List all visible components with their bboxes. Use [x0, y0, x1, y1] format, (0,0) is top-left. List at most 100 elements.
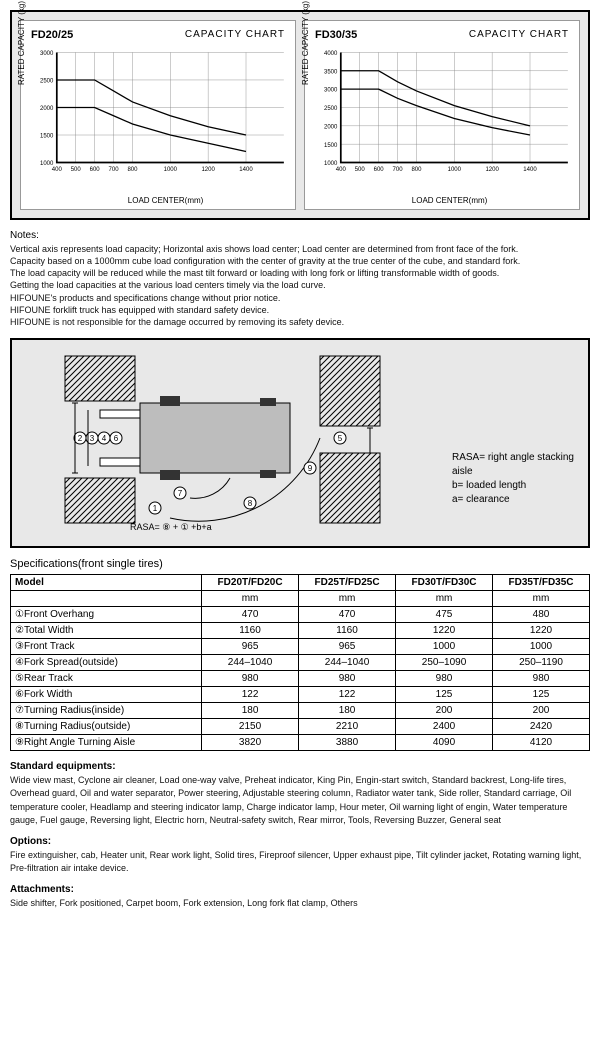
svg-text:6: 6 [114, 434, 119, 443]
chart-left-subtitle: CAPACITY CHART [185, 29, 285, 40]
spec-unit-3: mm [493, 590, 590, 606]
svg-text:800: 800 [411, 167, 422, 173]
table-row: ⑦Turning Radius(inside)180180200200 [11, 702, 590, 718]
svg-text:700: 700 [109, 167, 120, 173]
svg-text:600: 600 [374, 167, 385, 173]
diagram-svg: 234657189RASA= ⑧ + ① +b+a [20, 348, 580, 538]
svg-text:1500: 1500 [40, 134, 54, 140]
svg-text:400: 400 [52, 167, 63, 173]
svg-text:1000: 1000 [40, 161, 54, 167]
row-value: 1220 [396, 622, 493, 638]
diagram-container: 234657189RASA= ⑧ + ① +b+a RASA= right an… [10, 338, 590, 548]
svg-text:7: 7 [178, 489, 183, 498]
row-value: 965 [299, 638, 396, 654]
spec-unit-label [11, 590, 202, 606]
svg-text:1400: 1400 [523, 167, 537, 173]
spec-col-0: FD20T/FD20C [202, 574, 299, 590]
svg-text:4: 4 [102, 434, 107, 443]
svg-text:500: 500 [71, 167, 82, 173]
row-label: ⑤Rear Track [11, 670, 202, 686]
row-value: 122 [202, 686, 299, 702]
spec-unit-0: mm [202, 590, 299, 606]
legend-line-3: a= clearance [452, 493, 574, 507]
row-value: 244–1040 [202, 654, 299, 670]
svg-text:3000: 3000 [324, 88, 338, 94]
svg-text:500: 500 [355, 167, 366, 173]
table-row: ①Front Overhang470470475480 [11, 606, 590, 622]
svg-text:3: 3 [90, 434, 95, 443]
notes-line: Vertical axis represents load capacity; … [10, 243, 590, 255]
chart-right-xlabel: LOAD CENTER(mm) [412, 196, 488, 205]
notes-line: The load capacity will be reduced while … [10, 267, 590, 279]
svg-text:3000: 3000 [40, 51, 54, 57]
svg-text:RASA= ⑧ + ① +b+a: RASA= ⑧ + ① +b+a [130, 522, 212, 532]
spec-model-label: Model [11, 574, 202, 590]
charts-container: FD20/25 CAPACITY CHART RATED CAPACITY (k… [10, 10, 590, 220]
svg-text:8: 8 [248, 499, 253, 508]
notes-body: Vertical axis represents load capacity; … [10, 243, 590, 328]
svg-text:1400: 1400 [239, 167, 253, 173]
svg-text:400: 400 [336, 167, 347, 173]
row-label: ③Front Track [11, 638, 202, 654]
row-label: ⑨Right Angle Turning Aisle [11, 734, 202, 750]
svg-text:3500: 3500 [324, 69, 338, 75]
notes-line: Getting the load capacities at the vario… [10, 279, 590, 291]
row-value: 475 [396, 606, 493, 622]
svg-text:2: 2 [78, 434, 83, 443]
svg-text:1000: 1000 [164, 167, 178, 173]
row-value: 200 [396, 702, 493, 718]
row-value: 3880 [299, 734, 396, 750]
row-value: 980 [202, 670, 299, 686]
legend-line-0: RASA= right angle stacking [452, 451, 574, 465]
notes-heading: Notes: [10, 230, 590, 241]
notes-line: HIFOUNE is not responsible for the damag… [10, 316, 590, 328]
row-value: 125 [493, 686, 590, 702]
svg-text:4000: 4000 [324, 51, 338, 57]
chart-right-ylabel: RATED CAPACITY (kg) [301, 1, 310, 85]
row-label: ①Front Overhang [11, 606, 202, 622]
row-label: ⑧Turning Radius(outside) [11, 718, 202, 734]
notes-line: HIFOUNE's products and specifications ch… [10, 292, 590, 304]
std-equip-heading: Standard equipments: [10, 761, 590, 772]
chart-left-ylabel: RATED CAPACITY (kg) [17, 1, 26, 85]
row-value: 1000 [396, 638, 493, 654]
row-value: 180 [202, 702, 299, 718]
svg-text:800: 800 [127, 167, 138, 173]
spec-col-1: FD25T/FD25C [299, 574, 396, 590]
table-row: ③Front Track96596510001000 [11, 638, 590, 654]
table-row: ⑨Right Angle Turning Aisle38203880409041… [11, 734, 590, 750]
chart-left-title: FD20/25 [31, 29, 73, 41]
svg-text:9: 9 [308, 464, 313, 473]
svg-text:700: 700 [393, 167, 404, 173]
row-label: ②Total Width [11, 622, 202, 638]
spec-table: Model FD20T/FD20C FD25T/FD25C FD30T/FD30… [10, 574, 590, 751]
attachments-heading: Attachments: [10, 884, 590, 895]
svg-text:1200: 1200 [485, 167, 499, 173]
row-label: ④Fork Spread(outside) [11, 654, 202, 670]
row-value: 244–1040 [299, 654, 396, 670]
row-value: 480 [493, 606, 590, 622]
row-value: 2210 [299, 718, 396, 734]
spec-title: Specifications(front single tires) [10, 558, 590, 570]
row-value: 250–1090 [396, 654, 493, 670]
spec-col-3: FD35T/FD35C [493, 574, 590, 590]
svg-text:1200: 1200 [201, 167, 215, 173]
table-row: ⑥Fork Width122122125125 [11, 686, 590, 702]
table-row: ⑧Turning Radius(outside)2150221024002420 [11, 718, 590, 734]
svg-text:600: 600 [90, 167, 101, 173]
notes-section: Notes: Vertical axis represents load cap… [10, 230, 590, 328]
row-value: 250–1190 [493, 654, 590, 670]
svg-text:1000: 1000 [448, 167, 462, 173]
spec-unit-2: mm [396, 590, 493, 606]
spec-unit-1: mm [299, 590, 396, 606]
row-label: ⑦Turning Radius(inside) [11, 702, 202, 718]
svg-text:1500: 1500 [324, 143, 338, 149]
notes-line: Capacity based on a 1000mm cube load con… [10, 255, 590, 267]
chart-left-xlabel: LOAD CENTER(mm) [128, 196, 204, 205]
spec-col-2: FD30T/FD30C [396, 574, 493, 590]
row-value: 4090 [396, 734, 493, 750]
row-value: 965 [202, 638, 299, 654]
options-heading: Options: [10, 836, 590, 847]
chart-right-title: FD30/35 [315, 29, 357, 41]
row-value: 3820 [202, 734, 299, 750]
